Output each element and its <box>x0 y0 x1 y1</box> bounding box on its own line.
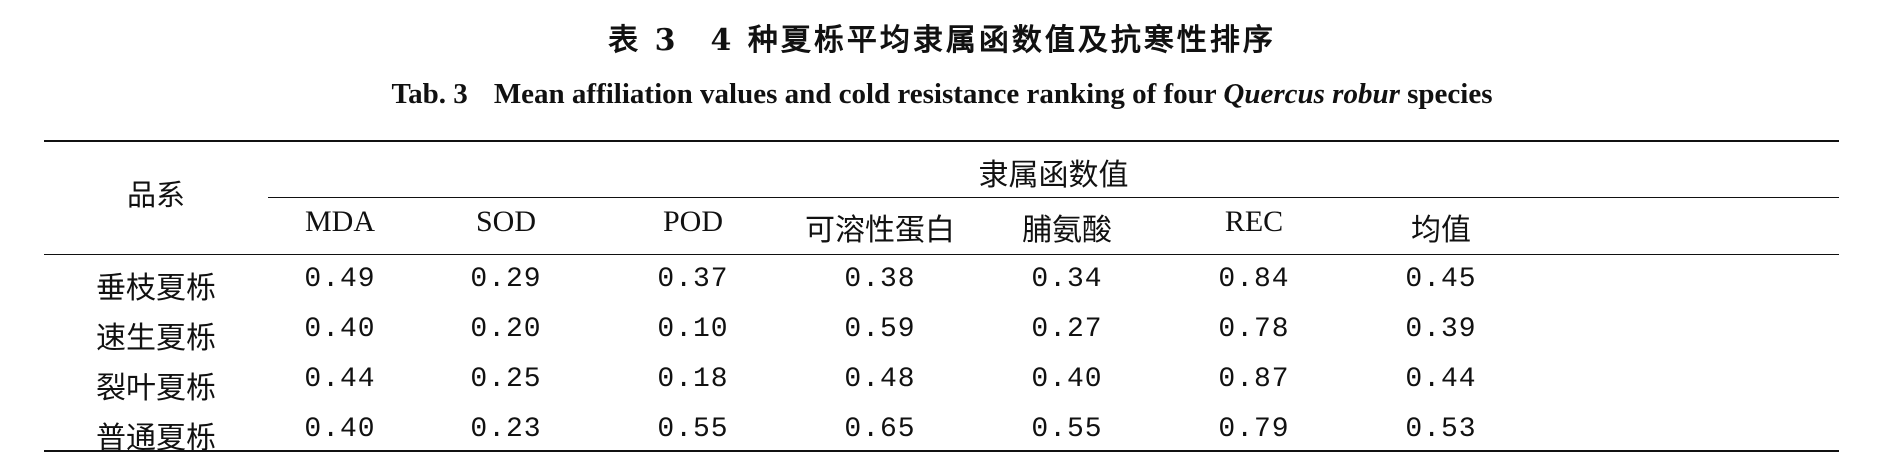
group-header-rule <box>268 197 1839 198</box>
table-cell: 0.40 <box>1031 364 1103 395</box>
table-number-zh: 表 3 <box>608 23 679 58</box>
row-label: 速生夏栎 <box>96 321 216 356</box>
table-cell: 0.20 <box>470 314 542 345</box>
table-cell: 0.55 <box>657 414 729 445</box>
column-header-mean: 均值 <box>1411 214 1471 247</box>
row-label: 垂枝夏栎 <box>96 271 216 306</box>
table-cell: 0.34 <box>1031 264 1103 295</box>
table-cell: 0.38 <box>844 264 916 295</box>
table-cell: 0.25 <box>470 364 542 395</box>
table-cell: 0.27 <box>1031 314 1103 345</box>
table-cell: 0.65 <box>844 414 916 445</box>
table-top-rule <box>44 140 1839 142</box>
table-cell: 0.18 <box>657 364 729 395</box>
group-header: 隶属函数值 <box>978 158 1129 193</box>
table-cell: 0.55 <box>1031 414 1103 445</box>
table-cell: 0.40 <box>304 414 376 445</box>
column-header-rec: REC <box>1224 205 1284 238</box>
column-header-proline: 脯氨酸 <box>1022 214 1112 247</box>
header-bottom-rule <box>44 254 1839 255</box>
table-cell: 0.78 <box>1218 314 1290 345</box>
species-name: Quercus robur <box>1223 78 1400 110</box>
table-bottom-rule <box>44 450 1839 452</box>
row-label: 裂叶夏栎 <box>96 371 216 406</box>
table-cell: 0.59 <box>844 314 916 345</box>
table-cell: 0.23 <box>470 414 542 445</box>
table-caption-en: Tab. 3 Mean affiliation values and cold r… <box>0 78 1884 111</box>
row-label: 普通夏栎 <box>96 421 216 456</box>
table-cell: 0.29 <box>470 264 542 295</box>
table-cell: 0.44 <box>1405 364 1477 395</box>
table-cell: 0.39 <box>1405 314 1477 345</box>
table-title-en-part2: species <box>1399 78 1493 110</box>
table-number-en: Tab. 3 <box>391 78 468 110</box>
table-cell: 0.84 <box>1218 264 1290 295</box>
column-header-pod: POD <box>662 205 723 238</box>
table-cell: 0.10 <box>657 314 729 345</box>
table-cell: 0.87 <box>1218 364 1290 395</box>
stub-header: 品系 <box>126 178 185 212</box>
column-header-protein: 可溶性蛋白 <box>805 214 955 247</box>
table-caption-zh: 表 3 4 种夏栎平均隶属函数值及抗寒性排序 <box>0 15 1884 59</box>
column-header-mda: MDA <box>304 205 375 238</box>
table-title-en-part1: Mean affiliation values and cold resista… <box>493 78 1224 110</box>
table-cell: 0.48 <box>844 364 916 395</box>
table-cell: 0.49 <box>304 264 376 295</box>
column-header-sod: SOD <box>475 205 536 238</box>
table-cell: 0.45 <box>1405 264 1477 295</box>
table-cell: 0.53 <box>1405 414 1477 445</box>
table-cell: 0.79 <box>1218 414 1290 445</box>
table-cell: 0.37 <box>657 264 729 295</box>
table-cell: 0.44 <box>304 364 376 395</box>
table-cell: 0.40 <box>304 314 376 345</box>
table-title-zh: 4 种夏栎平均隶属函数值及抗寒性排序 <box>710 23 1276 58</box>
